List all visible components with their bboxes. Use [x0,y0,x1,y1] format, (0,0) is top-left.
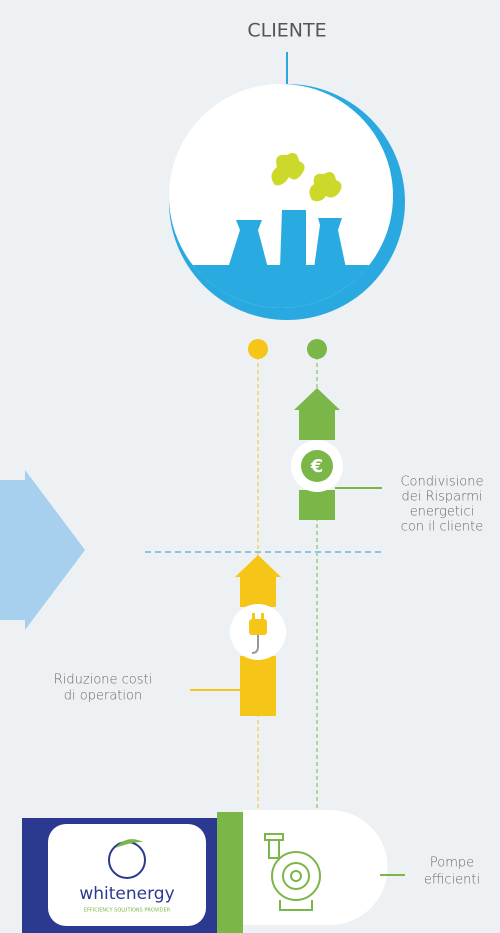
diagram: CLIENTE € Condivisione dei Risparmi ener… [0,0,500,933]
pumps-label: Pompe [430,856,474,871]
page: CLIENTE € Condivisione dei Risparmi ener… [0,0,500,933]
logo-tagline: EFFICIENCY SOLUTIONS PROVIDER [84,908,171,914]
pumps-label: efficienti [424,873,480,888]
euro-icon: € [310,456,324,477]
logo-name: whitenergy [79,884,174,904]
savings-label: energetici [410,505,475,520]
savings-label: Condivisione [400,475,483,490]
pump-box [243,810,387,925]
savings-label: dei Risparmi [401,490,482,505]
savings-label: con il cliente [401,520,484,535]
cost-label: Riduzione costi [54,673,152,688]
savings-dot [307,339,327,359]
cost-label: di operation [64,689,142,704]
green-bar [217,812,243,933]
cost-dot [248,339,268,359]
title: CLIENTE [247,20,326,42]
